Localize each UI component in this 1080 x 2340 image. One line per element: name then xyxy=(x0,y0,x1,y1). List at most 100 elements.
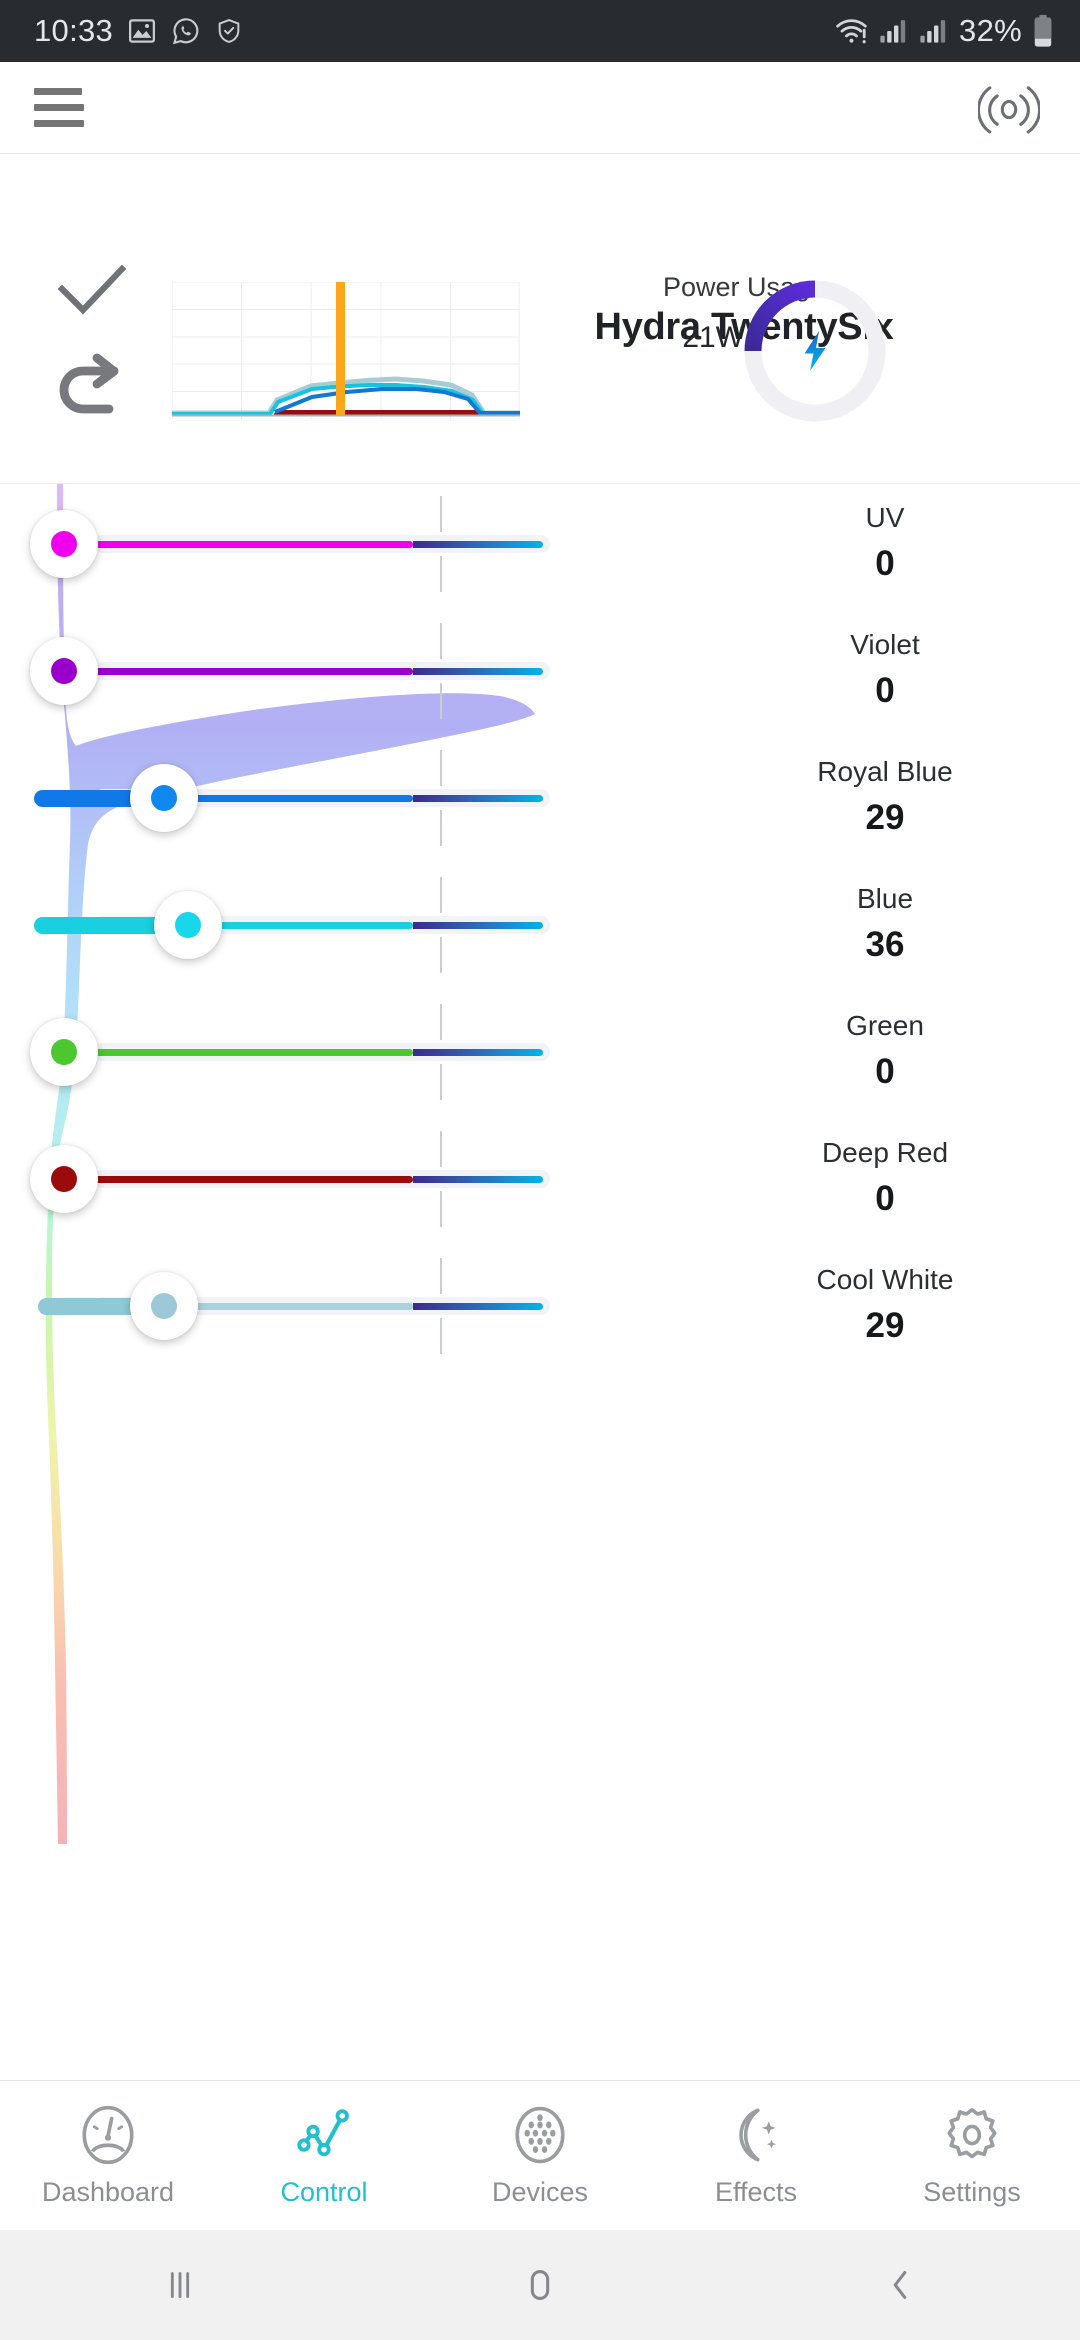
channel-value: 0 xyxy=(875,1052,895,1091)
slider-tick-lower xyxy=(440,683,442,719)
slider-fill xyxy=(64,667,413,675)
channel-row-deep-red: Deep Red 0 xyxy=(0,1119,1080,1239)
wifi-warning-icon xyxy=(836,19,867,44)
slider-gradient-segment xyxy=(413,1048,543,1056)
checkmark-icon[interactable] xyxy=(56,264,128,320)
channel-value: 0 xyxy=(875,544,895,583)
home-icon[interactable] xyxy=(360,2262,720,2308)
schedule-mini-chart[interactable] xyxy=(172,282,520,419)
slider-thumb-green[interactable] xyxy=(30,1018,98,1086)
slider-tick-lower xyxy=(440,1318,442,1354)
channel-label-uv: UV 0 xyxy=(690,502,1080,583)
gear-icon xyxy=(947,2107,997,2158)
undo-arrow-icon[interactable] xyxy=(56,352,128,414)
channel-name: Deep Red xyxy=(821,1137,949,1168)
slider-thumb-blue[interactable] xyxy=(154,891,222,959)
slider-track-uv[interactable] xyxy=(30,496,550,592)
signal-sim2-icon xyxy=(920,20,946,43)
slider-fill xyxy=(164,794,413,802)
slider-fill xyxy=(188,921,413,929)
nav-item-control[interactable]: Control xyxy=(216,2104,432,2208)
hamburger-menu-icon[interactable] xyxy=(34,88,84,127)
channel-row-violet: Violet 0 xyxy=(0,611,1080,731)
channel-row-blue: Blue 36 xyxy=(0,865,1080,985)
slider-tick-lower xyxy=(440,937,442,973)
photos-icon xyxy=(129,19,156,43)
channel-label-green: Green 0 xyxy=(690,1010,1080,1091)
slider-track-green[interactable] xyxy=(30,1004,550,1100)
slider-fill xyxy=(64,1175,413,1183)
slider-gradient-segment xyxy=(413,667,543,675)
back-icon[interactable] xyxy=(720,2262,1080,2308)
slider-tick-upper xyxy=(440,750,442,786)
channel-name: Violet xyxy=(850,629,920,660)
nav-label: Settings xyxy=(923,2176,1021,2207)
hamburger-line xyxy=(34,120,84,127)
slider-tick-upper xyxy=(440,1131,442,1167)
recents-icon[interactable] xyxy=(0,2262,360,2308)
slider-thumb-uv[interactable] xyxy=(30,510,98,578)
nav-item-dashboard[interactable]: Dashboard xyxy=(0,2104,216,2208)
channel-sliders: UV 0 Violet 0 xyxy=(0,484,1080,1844)
slider-track-blue[interactable] xyxy=(30,877,550,973)
time-marker xyxy=(336,282,345,416)
channel-label-blue: Blue 36 xyxy=(690,883,1080,964)
status-bar: 10:33 xyxy=(0,0,1080,62)
channel-name: UV xyxy=(865,502,905,533)
slider-thumb-violet[interactable] xyxy=(30,637,98,705)
channel-row-cool-white: Cool White 29 xyxy=(0,1246,1080,1366)
slider-thumb-deep-red[interactable] xyxy=(30,1145,98,1213)
nav-item-devices[interactable]: Devices xyxy=(432,2104,648,2208)
slider-tick-lower xyxy=(440,1064,442,1100)
nav-label: Dashboard xyxy=(41,2176,175,2207)
gauge-arc xyxy=(744,280,816,352)
slider-gradient-segment xyxy=(413,540,543,548)
power-usage-panel: Power Usage Hydra TwentySix xyxy=(0,154,1080,484)
channel-name: Blue xyxy=(856,883,914,914)
channel-row-royal-blue: Royal Blue 29 xyxy=(0,738,1080,858)
channel-name: Green xyxy=(846,1010,924,1041)
power-gauge-value: 21W xyxy=(682,321,744,354)
status-bar-right: 32% xyxy=(835,13,1054,49)
hamburger-line xyxy=(34,104,84,111)
shield-icon xyxy=(218,18,240,43)
slider-tick-upper xyxy=(440,1004,442,1040)
series-royal-blue xyxy=(274,387,520,415)
slider-track-deep-red[interactable] xyxy=(30,1131,550,1227)
slider-gradient-segment xyxy=(413,921,543,929)
slider-track-royal-blue[interactable] xyxy=(30,750,550,846)
slider-fill xyxy=(164,1302,413,1310)
nav-item-effects[interactable]: Effects xyxy=(648,2104,864,2208)
nav-label: Control xyxy=(280,2176,368,2207)
slider-thumb-cool-white[interactable] xyxy=(130,1272,198,1340)
channel-value: 36 xyxy=(865,925,905,964)
channel-value: 29 xyxy=(865,798,905,837)
line-chart-icon xyxy=(297,2108,349,2156)
slider-tick-upper xyxy=(440,496,442,532)
channel-name: Cool White xyxy=(816,1264,954,1295)
broadcast-pulse-icon[interactable] xyxy=(978,77,1040,139)
hamburger-line xyxy=(34,88,82,95)
action-column xyxy=(56,264,146,414)
slider-track-violet[interactable] xyxy=(30,623,550,719)
slider-thumb-royal-blue[interactable] xyxy=(130,764,198,832)
slider-track-cool-white[interactable] xyxy=(30,1258,550,1354)
channel-name: Royal Blue xyxy=(817,756,953,787)
status-bar-left: 10:33 xyxy=(34,13,243,49)
channel-value: 0 xyxy=(875,1179,895,1218)
slider-gradient-segment xyxy=(413,1302,543,1310)
device-name: Hydra TwentySix xyxy=(594,306,894,348)
slider-fill xyxy=(64,1048,413,1056)
slider-fill xyxy=(64,540,413,548)
slider-tick-upper xyxy=(440,623,442,659)
nav-label: Effects xyxy=(714,2176,798,2207)
whatsapp-icon xyxy=(173,18,199,45)
nav-label: Devices xyxy=(491,2176,589,2207)
channel-row-green: Green 0 xyxy=(0,992,1080,1112)
slider-tick-lower xyxy=(440,810,442,846)
nav-item-settings[interactable]: Settings xyxy=(864,2104,1080,2208)
power-gauge xyxy=(744,280,886,422)
slider-tick-upper xyxy=(440,1258,442,1294)
channel-label-violet: Violet 0 xyxy=(690,629,1080,709)
channel-label-cool-white: Cool White 29 xyxy=(690,1264,1080,1344)
